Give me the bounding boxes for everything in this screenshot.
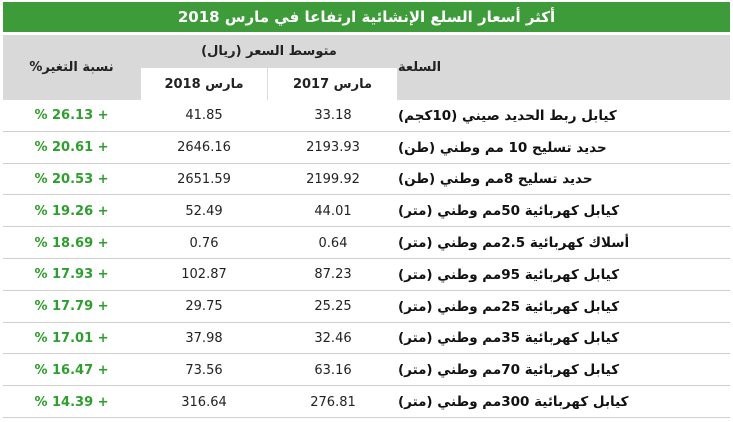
row-divider <box>3 226 730 228</box>
avg-price-header: متوسط السعر (ريال) <box>201 43 337 59</box>
price-march-2017: 0.64 <box>318 235 348 251</box>
commodity-name: كيابل كهربائية 25مم وطني (متر) <box>398 298 620 315</box>
change-percent: % 20.61 + <box>34 140 109 156</box>
price-march-2017: 63.16 <box>314 362 352 378</box>
price-march-2018: 2651.59 <box>177 171 231 187</box>
change-percent: % 16.47 + <box>34 362 109 378</box>
change-percent: % 20.53 + <box>34 171 109 187</box>
price-march-2018: 37.98 <box>185 330 223 346</box>
row-divider <box>3 289 730 291</box>
row-divider <box>3 417 730 418</box>
price-march-2018: 316.64 <box>181 394 227 410</box>
price-march-2018: 52.49 <box>185 203 223 219</box>
commodity-name: أسلاك كهربائية 2.5مم وطني (متر) <box>398 235 630 252</box>
row-divider <box>3 385 730 387</box>
change-percent: % 26.13 + <box>34 108 109 124</box>
price-march-2018: 0.76 <box>189 235 219 251</box>
change-percent: % 18.69 + <box>34 235 109 251</box>
price-march-2018: 41.85 <box>185 108 223 124</box>
row-divider <box>3 162 730 164</box>
commodity-name: حديد تسليح 8مم وطني (طن) <box>398 171 593 188</box>
commodity-name: كيابل ربط الحديد صيني (10كجم) <box>398 107 617 124</box>
change-percent: % 14.39 + <box>34 394 109 410</box>
commodity-name: حديد تسليح 10 مم وطني (طن) <box>398 139 607 156</box>
price-march-2017: 25.25 <box>314 299 352 315</box>
row-divider <box>3 130 730 132</box>
commodity-name: كيابل كهربائية 300مم وطني (متر) <box>398 394 629 411</box>
price-march-2018: 73.56 <box>185 362 223 378</box>
march-2018-header: مارس 2018 <box>141 68 267 100</box>
change-percent: % 17.01 + <box>34 330 109 346</box>
price-march-2017: 2199.92 <box>306 171 360 187</box>
change-percent: % 17.79 + <box>34 299 109 315</box>
table-title: أكثر أسعار السلع الإنشائية ارتفاعا في ما… <box>3 2 730 32</box>
commodity-name: كيابل كهربائية 70مم وطني (متر) <box>398 362 620 379</box>
price-march-2017: 2193.93 <box>306 140 360 156</box>
commodity-name: كيابل كهربائية 35مم وطني (متر) <box>398 330 620 347</box>
price-march-2017: 33.18 <box>314 108 352 124</box>
row-divider <box>3 353 730 355</box>
row-divider <box>3 321 730 323</box>
row-divider <box>3 258 730 259</box>
row-divider <box>3 194 730 196</box>
march-2017-header: مارس 2017 <box>268 68 397 100</box>
price-march-2017: 276.81 <box>310 394 356 410</box>
change-header: نسبة التغير% <box>29 60 114 75</box>
commodity-name: كيابل كهربائية 50مم وطني (متر) <box>398 203 620 220</box>
price-march-2018: 2646.16 <box>177 140 231 156</box>
price-march-2018: 29.75 <box>185 299 223 315</box>
price-march-2017: 87.23 <box>314 267 352 283</box>
commodity-header: السلعة <box>398 60 442 75</box>
price-march-2018: 102.87 <box>181 267 227 283</box>
change-percent: % 19.26 + <box>34 203 109 219</box>
price-march-2017: 32.46 <box>314 330 352 346</box>
commodity-name: كيابل كهربائية 95مم وطني (متر) <box>398 266 620 283</box>
change-percent: % 17.93 + <box>34 267 109 283</box>
price-march-2017: 44.01 <box>314 203 352 219</box>
